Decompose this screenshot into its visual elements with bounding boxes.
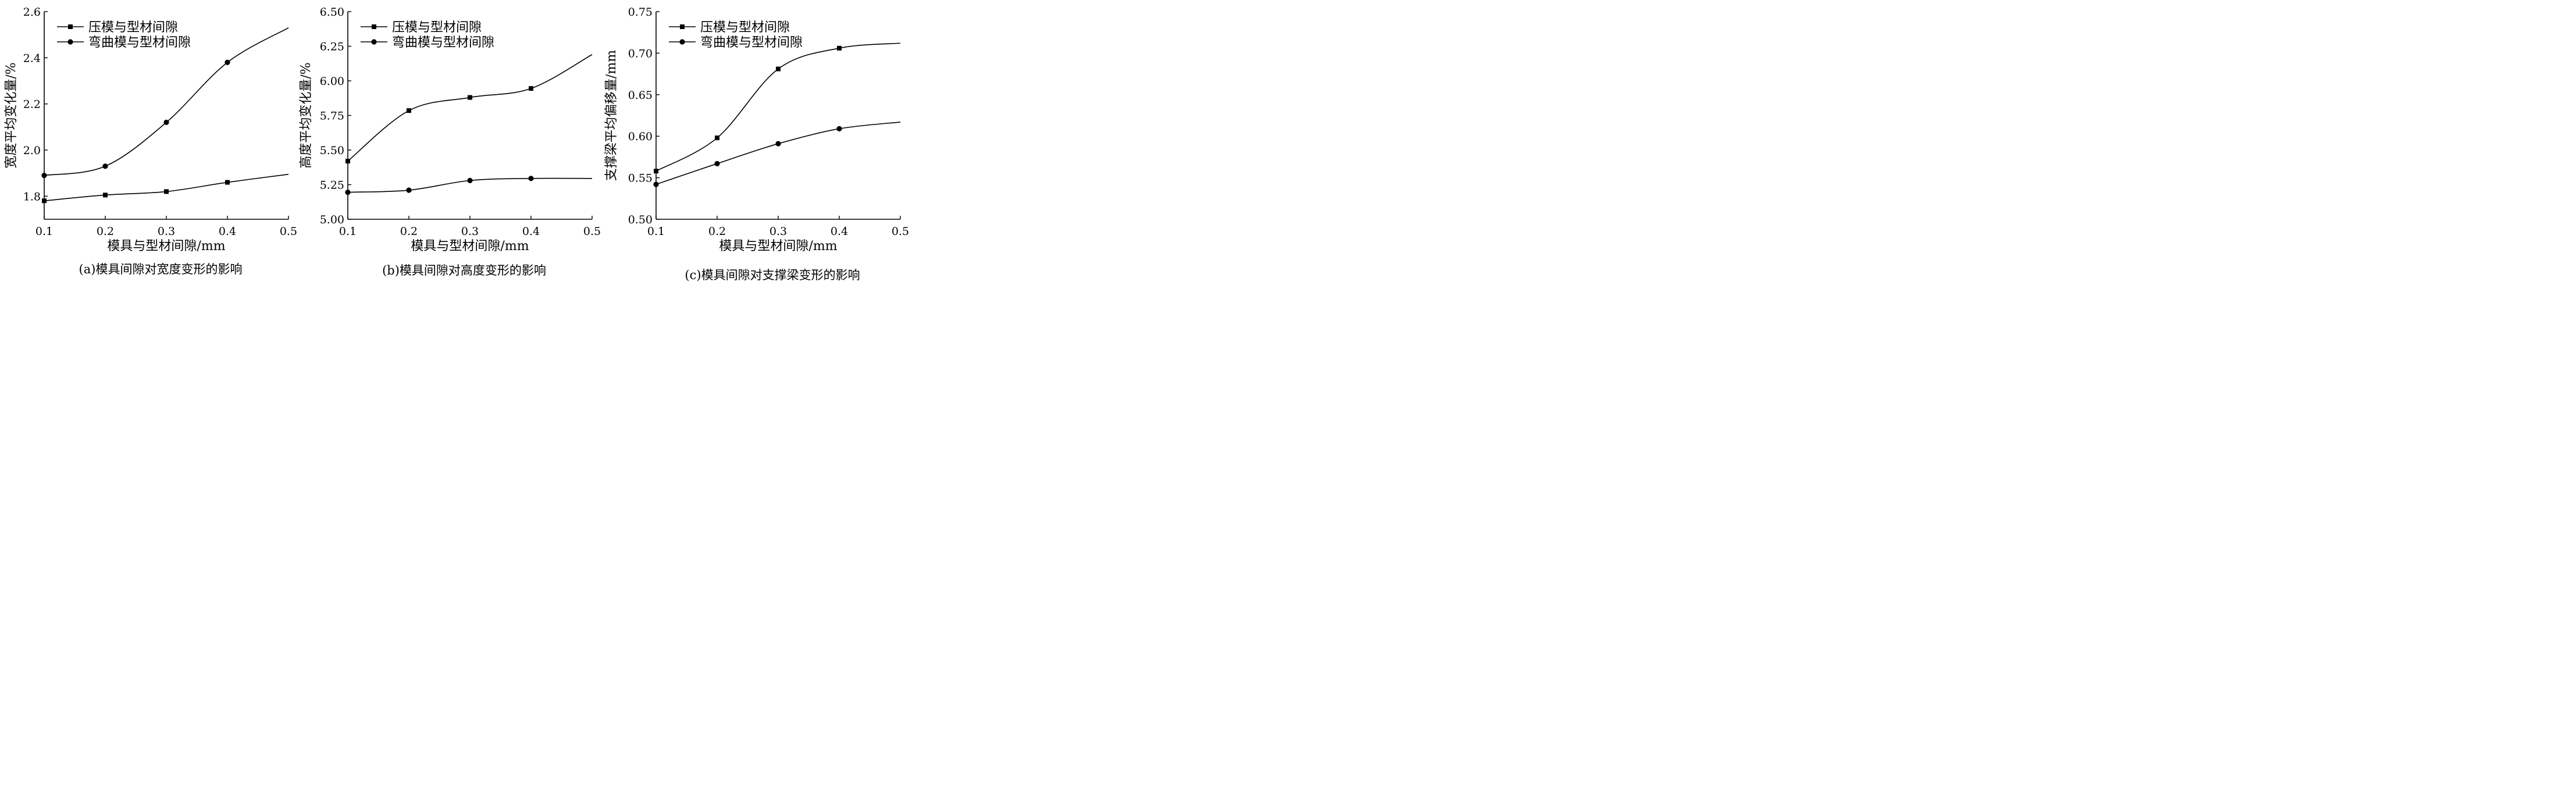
x-tick-label: 0.5 <box>892 225 909 238</box>
data-point-square <box>42 198 47 204</box>
x-tick-label: 0.1 <box>35 225 53 238</box>
data-point-circle <box>163 119 169 125</box>
data-point-square <box>225 180 230 185</box>
x-tick-label: 0.2 <box>708 225 726 238</box>
legend-marker-square <box>68 24 73 29</box>
data-point-square <box>468 95 472 100</box>
x-tick-label: 0.3 <box>769 225 787 238</box>
x-axis-title: 模具与型材间隙/mm <box>719 239 837 254</box>
data-point-circle <box>714 161 720 166</box>
figure-three-panel: 1.8 2.0 2.2 2.4 2.6 0.1 0.2 0.3 0.4 0.5 模具与型材间隙/mm… <box>4 6 909 282</box>
data-point-square <box>715 136 719 141</box>
series-circle <box>41 27 289 179</box>
x-tick-label: 0.3 <box>461 225 479 238</box>
data-point-square <box>654 169 658 174</box>
x-axis-title: 模具与型材间隙/mm <box>411 239 529 254</box>
series-line <box>655 122 901 185</box>
y-tick-label: 0.65 <box>628 89 653 102</box>
data-point-circle <box>345 189 351 195</box>
y-tick-label: 0.50 <box>628 213 653 226</box>
y-tick-label: 2.0 <box>23 144 41 157</box>
y-tick-label: 2.4 <box>23 52 41 65</box>
data-point-square <box>345 159 350 164</box>
x-tick-label: 0.4 <box>219 225 236 238</box>
x-tick-label: 0.2 <box>97 225 114 238</box>
panel-caption: (b)模具间隙对高度变形的影响 <box>382 263 546 277</box>
y-axis-title: 支撑梁平均偏移量/mm <box>604 50 619 181</box>
y-tick-label: 5.75 <box>320 110 344 123</box>
y-tick-label: 0.75 <box>628 6 653 19</box>
panel-caption: (a)模具间隙对宽度变形的影响 <box>79 262 243 276</box>
chart-panel-b: 5.00 5.25 5.50 5.75 6.00 6.25 6.50 0.1 0.2 0.3 0.4… <box>299 6 601 277</box>
series-line <box>44 173 289 202</box>
x-tick-label: 0.4 <box>831 225 848 238</box>
legend-label: 压模与型材间隙 <box>700 20 790 35</box>
series-line <box>347 54 593 162</box>
x-tick-label: 0.1 <box>339 225 357 238</box>
x-tick-label: 0.2 <box>400 225 418 238</box>
data-point-square <box>776 66 781 72</box>
chart-panel-a: 1.8 2.0 2.2 2.4 2.6 0.1 0.2 0.3 0.4 0.5 模具与型材间隙/mm… <box>4 6 297 276</box>
x-tick-label: 0.4 <box>522 225 540 238</box>
series-square <box>42 173 289 204</box>
x-tick-label: 0.5 <box>583 225 601 238</box>
data-point-square <box>407 108 411 113</box>
x-axis-title: 模具与型材间隙/mm <box>107 239 225 254</box>
y-tick-label: 0.70 <box>628 47 653 60</box>
series-square <box>345 54 593 164</box>
data-point-circle <box>467 177 473 183</box>
data-point-circle <box>41 173 47 179</box>
y-tick-label: 6.50 <box>320 6 344 19</box>
series-square <box>654 42 901 174</box>
y-axis-title: 高度平均变化量/% <box>299 62 313 168</box>
legend-marker-square <box>372 24 376 29</box>
data-point-circle <box>836 126 842 131</box>
y-tick-label: 1.8 <box>23 190 41 203</box>
legend-label: 弯曲模与型材间隙 <box>88 35 191 50</box>
y-tick-label: 2.6 <box>23 6 41 19</box>
data-point-circle <box>225 59 230 65</box>
legend-label: 压模与型材间隙 <box>88 20 178 35</box>
legend-label: 弯曲模与型材间隙 <box>392 35 494 50</box>
series-circle <box>345 176 593 195</box>
data-point-square <box>164 189 169 194</box>
data-point-square <box>529 86 533 91</box>
panel-caption: (c)模具间隙对支撑梁变形的影响 <box>685 268 860 282</box>
legend-marker-circle <box>679 39 685 45</box>
y-tick-label: 2.2 <box>23 98 41 111</box>
series-circle <box>653 122 901 187</box>
x-tick-label: 0.1 <box>647 225 665 238</box>
y-tick-label: 5.50 <box>320 144 344 157</box>
chart-panel-c: 0.50 0.55 0.60 0.65 0.70 0.75 0.1 0.2 0.3 0.4 0.5 模… <box>604 6 909 282</box>
y-tick-label: 6.25 <box>320 41 344 54</box>
y-axis-title: 宽度平均变化量/% <box>4 62 19 168</box>
y-tick-label: 5.00 <box>320 213 344 226</box>
data-point-circle <box>528 176 534 181</box>
y-tick-label: 0.60 <box>628 130 653 143</box>
legend-marker-circle <box>371 39 377 45</box>
x-tick-label: 0.3 <box>158 225 175 238</box>
data-point-square <box>837 45 842 51</box>
y-tick-label: 5.25 <box>320 179 344 192</box>
legend-marker-square <box>680 24 685 29</box>
data-point-circle <box>775 141 781 147</box>
y-tick-label: 6.00 <box>320 75 344 88</box>
series-line <box>655 42 901 172</box>
data-point-circle <box>406 187 412 193</box>
legend-label: 压模与型材间隙 <box>392 20 482 35</box>
data-point-circle <box>102 163 108 169</box>
x-tick-label: 0.5 <box>280 225 297 238</box>
y-tick-label: 0.55 <box>628 172 653 185</box>
data-point-square <box>103 193 108 198</box>
legend-marker-circle <box>67 39 73 45</box>
data-point-circle <box>653 181 659 187</box>
legend-label: 弯曲模与型材间隙 <box>700 35 803 50</box>
